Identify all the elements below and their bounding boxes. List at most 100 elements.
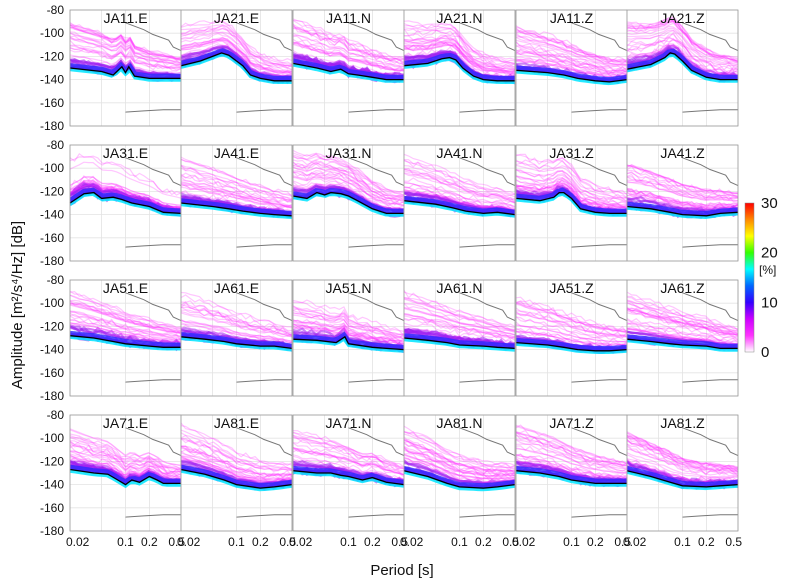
panel-title: JA81.N: [437, 415, 483, 431]
pdf-trace: [70, 176, 181, 206]
median-psd-line: [180, 336, 293, 350]
pdf-trace: [181, 182, 292, 208]
pdf-trace: [627, 43, 738, 75]
panel-ja31-e: JA31.E: [69, 144, 182, 262]
pdf-trace: [627, 188, 738, 208]
pdf-trace: [404, 302, 515, 332]
pdf-trace: [516, 324, 627, 343]
pdf-trace: [516, 457, 627, 481]
high-noise-model-line: [348, 292, 405, 322]
pdf-trace: [181, 309, 292, 337]
x-tick-label: 0.1: [340, 535, 357, 549]
panel-ja11-e: JA11.E: [69, 9, 182, 127]
y-tick-label: -180: [40, 254, 64, 268]
median-psd-line: [515, 470, 627, 485]
pdf-trace: [293, 19, 404, 61]
pdf-trace: [404, 39, 515, 72]
pdf-trace: [293, 307, 404, 337]
pdf-trace: [70, 319, 181, 341]
pdf-core-band: [516, 337, 627, 351]
pdf-trace: [404, 454, 515, 480]
high-noise-model-line: [459, 157, 516, 187]
panel-title: JA11.E: [103, 10, 147, 26]
pdf-trace: [627, 190, 738, 210]
pdf-core-band: [70, 464, 181, 486]
pdf-trace: [70, 176, 181, 207]
pdf-trace: [627, 25, 738, 64]
x-tick-label: 0.1: [117, 535, 134, 549]
high-noise-model-line: [125, 22, 182, 52]
pdf-trace: [181, 37, 292, 73]
pdf-core-band: [516, 465, 627, 484]
x-tick-label: 0.02: [66, 535, 90, 549]
pdf-trace: [181, 304, 292, 336]
pdf-trace: [627, 312, 738, 336]
pdf-trace: [293, 434, 404, 470]
x-tick-label: 0.2: [698, 535, 715, 549]
pdf-trace: [516, 424, 627, 466]
pdf-trace: [516, 183, 627, 209]
pdf-trace: [70, 161, 181, 199]
pdf-trace: [516, 443, 627, 473]
pdf-trace: [627, 165, 738, 197]
pdf-trace: [627, 309, 738, 339]
pdf-trace: [627, 439, 738, 473]
pdf-trace: [404, 298, 515, 332]
low-noise-model-line: [459, 379, 515, 383]
colorbar-label: [%]: [759, 263, 776, 277]
pdf-trace: [404, 313, 515, 339]
pdf-trace: [70, 24, 181, 61]
pdf-trace: [293, 318, 404, 343]
pdf-trace: [627, 306, 738, 338]
x-tick-label: 0.5: [502, 535, 519, 549]
pdf-trace: [70, 32, 181, 64]
pdf-trace: [293, 318, 404, 343]
pdf-trace: [627, 445, 738, 476]
pdf-trace: [70, 294, 181, 332]
pdf-trace: [404, 306, 515, 336]
pdf-trace: [627, 189, 738, 209]
panel-ja61-e: JA61.E: [180, 279, 293, 397]
high-noise-model-line: [125, 427, 182, 457]
pdf-core-band: [627, 334, 738, 349]
median-psd-line: [515, 191, 627, 215]
pdf-trace: [516, 36, 627, 67]
pdf-trace: [627, 20, 738, 62]
pdf-trace: [70, 303, 181, 334]
pdf-trace: [627, 31, 738, 71]
pdf-trace: [516, 181, 627, 208]
pdf-trace: [627, 164, 738, 195]
pdf-trace: [404, 165, 515, 200]
pdf-trace: [70, 23, 181, 61]
pdf-trace: [181, 294, 292, 332]
pdf-trace: [181, 300, 292, 335]
pdf-trace: [404, 442, 515, 477]
pdf-trace: [70, 300, 181, 334]
pdf-core-band: [293, 188, 404, 214]
x-tick-label: 0.2: [252, 535, 269, 549]
pdf-core-band: [181, 198, 292, 216]
pdf-trace: [181, 172, 292, 203]
pdf-trace: [70, 26, 181, 61]
pdf-trace: [70, 21, 181, 60]
pdf-peak-band: [181, 337, 292, 352]
panel-title: JA11.Z: [550, 10, 594, 26]
x-tick-label: 0.02: [400, 535, 424, 549]
pdf-peak-band: [293, 63, 404, 83]
median-psd-line: [403, 200, 516, 216]
pdf-trace: [627, 39, 738, 74]
y-tick-label: -80: [47, 3, 65, 17]
pdf-trace: [516, 153, 627, 196]
pdf-trace: [70, 46, 181, 71]
pdf-peak-band: [181, 469, 292, 492]
pdf-trace: [404, 22, 515, 64]
x-tick-label: 0.5: [725, 535, 742, 549]
pdf-trace: [516, 310, 627, 337]
pdf-trace: [181, 164, 292, 200]
pdf-core-band: [627, 201, 738, 216]
pdf-trace: [404, 302, 515, 333]
pdf-trace: [627, 180, 738, 204]
pdf-trace: [404, 297, 515, 332]
pdf-trace: [181, 164, 292, 202]
